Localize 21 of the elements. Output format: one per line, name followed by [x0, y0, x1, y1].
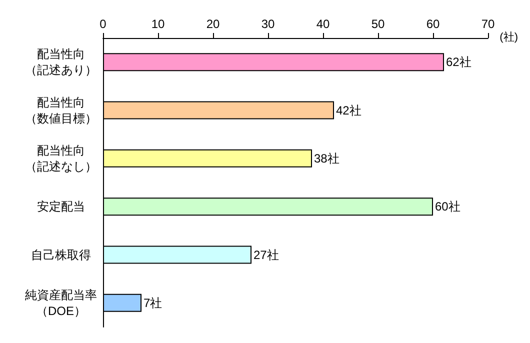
data-label: 7社 — [144, 296, 162, 310]
x-tick-label: 70 — [481, 17, 495, 31]
x-tick-label: 60 — [426, 17, 440, 31]
data-label: 62社 — [446, 55, 472, 70]
y-tick-label: 配当性向（記述あり） — [25, 47, 97, 78]
x-axis-title: (社) — [500, 30, 518, 44]
y-tick-label: 純資産配当率（DOE） — [25, 288, 97, 318]
y-tick-label: 安定配当 — [37, 200, 85, 214]
y-tick-label: 自己株取得 — [31, 248, 91, 262]
x-tick-label: 0 — [100, 17, 107, 31]
data-label: 42社 — [336, 103, 362, 118]
x-tick-label: 50 — [371, 17, 385, 31]
x-tick-label: 20 — [206, 17, 220, 31]
x-tick-label: 40 — [316, 17, 330, 31]
x-tick-label: 10 — [151, 17, 165, 31]
y-tick-label: 配当性向（数値目標） — [25, 95, 97, 126]
data-label: 38社 — [314, 151, 340, 166]
data-label: 60社 — [435, 200, 460, 214]
x-tick-label: 30 — [261, 17, 275, 31]
y-tick-label: 配当性向（記述なし） — [25, 143, 97, 174]
data-label: 27社 — [254, 248, 279, 262]
